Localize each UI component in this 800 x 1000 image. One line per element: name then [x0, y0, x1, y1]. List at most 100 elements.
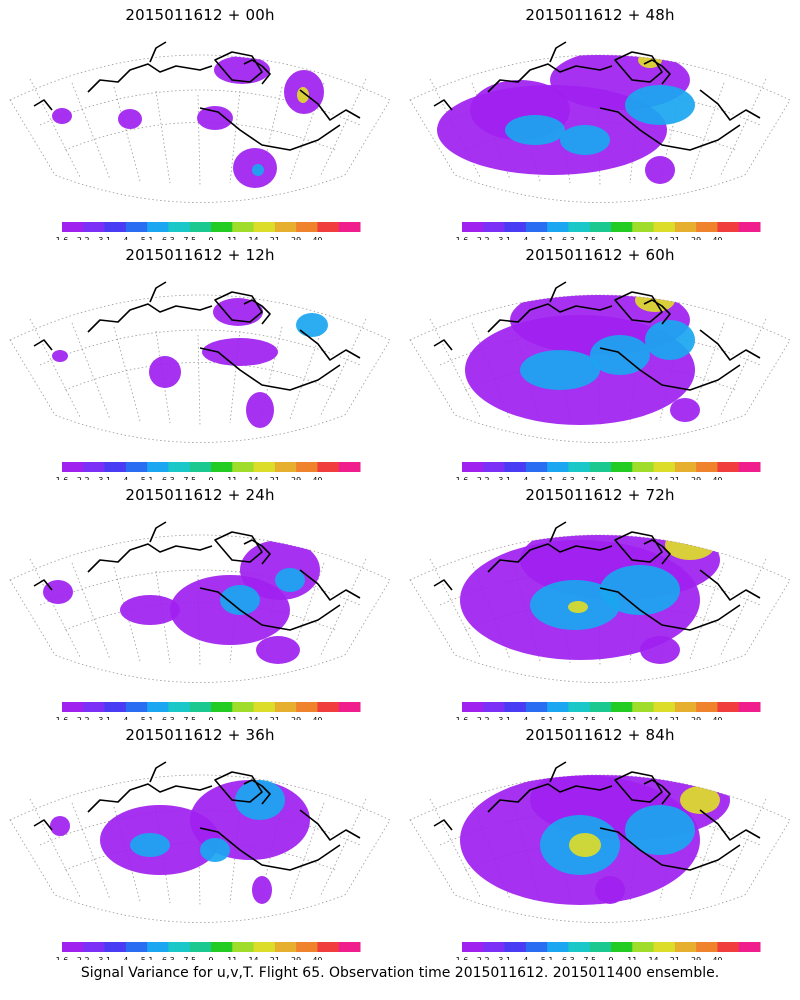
variance-field	[52, 56, 324, 188]
colorbar-swatch	[189, 222, 212, 232]
colorbar-swatch	[125, 222, 148, 232]
colorbar-swatch	[674, 222, 697, 232]
colorbar-swatch	[696, 702, 718, 712]
colorbar-swatch	[462, 942, 484, 952]
colorbar-label: 5.1	[141, 236, 154, 240]
lat-lon-grid	[9, 294, 391, 443]
colorbar-swatch	[232, 222, 255, 232]
colorbar-label: 29	[291, 476, 301, 480]
colorbar-swatch	[483, 942, 506, 952]
colorbar-label: 7.5	[583, 236, 596, 240]
colorbar-swatch	[125, 702, 148, 712]
colorbar-swatch	[125, 462, 148, 472]
colorbar-label: 4	[523, 476, 528, 480]
panel-title: 2015011612 + 84h	[525, 726, 675, 744]
colorbar-label: 7.5	[583, 956, 596, 960]
colorbar-swatch	[504, 702, 527, 712]
variance-blob	[560, 125, 610, 155]
colorbar-swatch	[547, 462, 569, 472]
colorbar-label: 11	[627, 476, 637, 480]
colorbar-swatch	[738, 702, 761, 712]
colorbar-label: 21	[670, 956, 680, 960]
colorbar-swatch	[504, 462, 527, 472]
variance-blob	[520, 350, 600, 390]
variance-blob	[505, 115, 565, 145]
colorbar-label: 40	[312, 476, 322, 480]
colorbar-swatch	[462, 702, 484, 712]
variance-field	[437, 55, 695, 184]
colorbar-label: 5.1	[541, 716, 554, 720]
variance-blob	[43, 580, 73, 604]
colorbar-label: 21	[270, 476, 280, 480]
variance-blob	[220, 585, 260, 615]
panel-title: 2015011612 + 12h	[125, 246, 275, 264]
colorbar-swatch	[611, 702, 633, 712]
panel-title: 2015011612 + 36h	[125, 726, 275, 744]
colorbar-label: 4	[523, 236, 528, 240]
variance-blob	[197, 106, 233, 130]
colorbar-label: 11	[227, 956, 237, 960]
colorbar-swatch	[317, 942, 340, 952]
colorbar-swatch	[104, 462, 127, 472]
colorbar-label: 5.1	[541, 956, 554, 960]
panel-84h: 1.6 2.2 3.1 4 5.1 6.3 7.5 9 11 14 21 29 40 201501161…	[400, 720, 800, 960]
coastline	[33, 41, 361, 151]
colorbar-swatch	[253, 942, 276, 952]
colorbar-label: 4	[123, 236, 128, 240]
colorbar-label: 7.5	[183, 956, 196, 960]
colorbar-swatch	[632, 222, 655, 232]
colorbar-label: 6.3	[162, 476, 175, 480]
variance-blob	[296, 313, 328, 337]
variance-blob	[665, 535, 715, 560]
colorbar-swatch	[104, 222, 127, 232]
colorbar-label: 7.5	[183, 476, 196, 480]
variance-blob	[625, 805, 695, 855]
colorbar-label: 4	[123, 716, 128, 720]
colorbar-swatch	[338, 702, 361, 712]
variance-blob	[202, 338, 278, 366]
colorbar-label: 3.1	[98, 236, 111, 240]
colorbar-label: 29	[691, 236, 701, 240]
colorbar-swatch	[568, 462, 591, 472]
colorbar-label: 6.3	[162, 236, 175, 240]
colorbar-swatch	[83, 462, 106, 472]
colorbar-swatch	[232, 462, 255, 472]
colorbar-label: 29	[691, 956, 701, 960]
variance-blob	[645, 156, 675, 184]
colorbar-swatch	[653, 942, 676, 952]
variance-blob	[118, 109, 142, 129]
colorbar: 1.6 2.2 3.1 4 5.1 6.3 7.5 9 11 14 21 29 40	[56, 462, 361, 480]
colorbar-swatch	[504, 222, 527, 232]
map-36h: 1.6 2.2 3.1 4 5.1 6.3 7.5 9 11 14 21 29 40	[9, 761, 391, 960]
colorbar-label: 1.6	[456, 956, 469, 960]
colorbar-label: 7.5	[583, 476, 596, 480]
colorbar-swatch	[147, 222, 169, 232]
colorbar-label: 40	[712, 236, 722, 240]
colorbar-swatch	[168, 222, 191, 232]
variance-blob	[670, 398, 700, 422]
colorbar-swatch	[274, 702, 297, 712]
colorbar-label: 40	[712, 716, 722, 720]
colorbar-label: 14	[248, 236, 258, 240]
colorbar-swatch	[189, 462, 212, 472]
colorbar-swatch	[589, 702, 612, 712]
coastline	[433, 281, 761, 391]
colorbar-label: 1.6	[56, 716, 69, 720]
colorbar-label: 3.1	[98, 476, 111, 480]
map-24h: 1.6 2.2 3.1 4 5.1 6.3 7.5 9 11 14 21 29 40	[9, 521, 391, 720]
colorbar-label: 14	[248, 956, 258, 960]
colorbar-swatch	[232, 702, 255, 712]
colorbar-swatch	[525, 942, 548, 952]
colorbar-swatch	[211, 222, 233, 232]
colorbar-label: 5.1	[141, 476, 154, 480]
colorbar-label: 3.1	[498, 236, 511, 240]
colorbar-swatch	[253, 222, 276, 232]
colorbar-label: 2.2	[477, 236, 490, 240]
colorbar-label: 40	[312, 956, 322, 960]
colorbar-swatch	[462, 462, 484, 472]
colorbar-label: 9	[208, 716, 213, 720]
colorbar-label: 9	[608, 956, 613, 960]
colorbar-swatch	[653, 462, 676, 472]
map-12h: 1.6 2.2 3.1 4 5.1 6.3 7.5 9 11 14 21 29 40	[9, 281, 391, 480]
variance-blob	[213, 298, 263, 326]
